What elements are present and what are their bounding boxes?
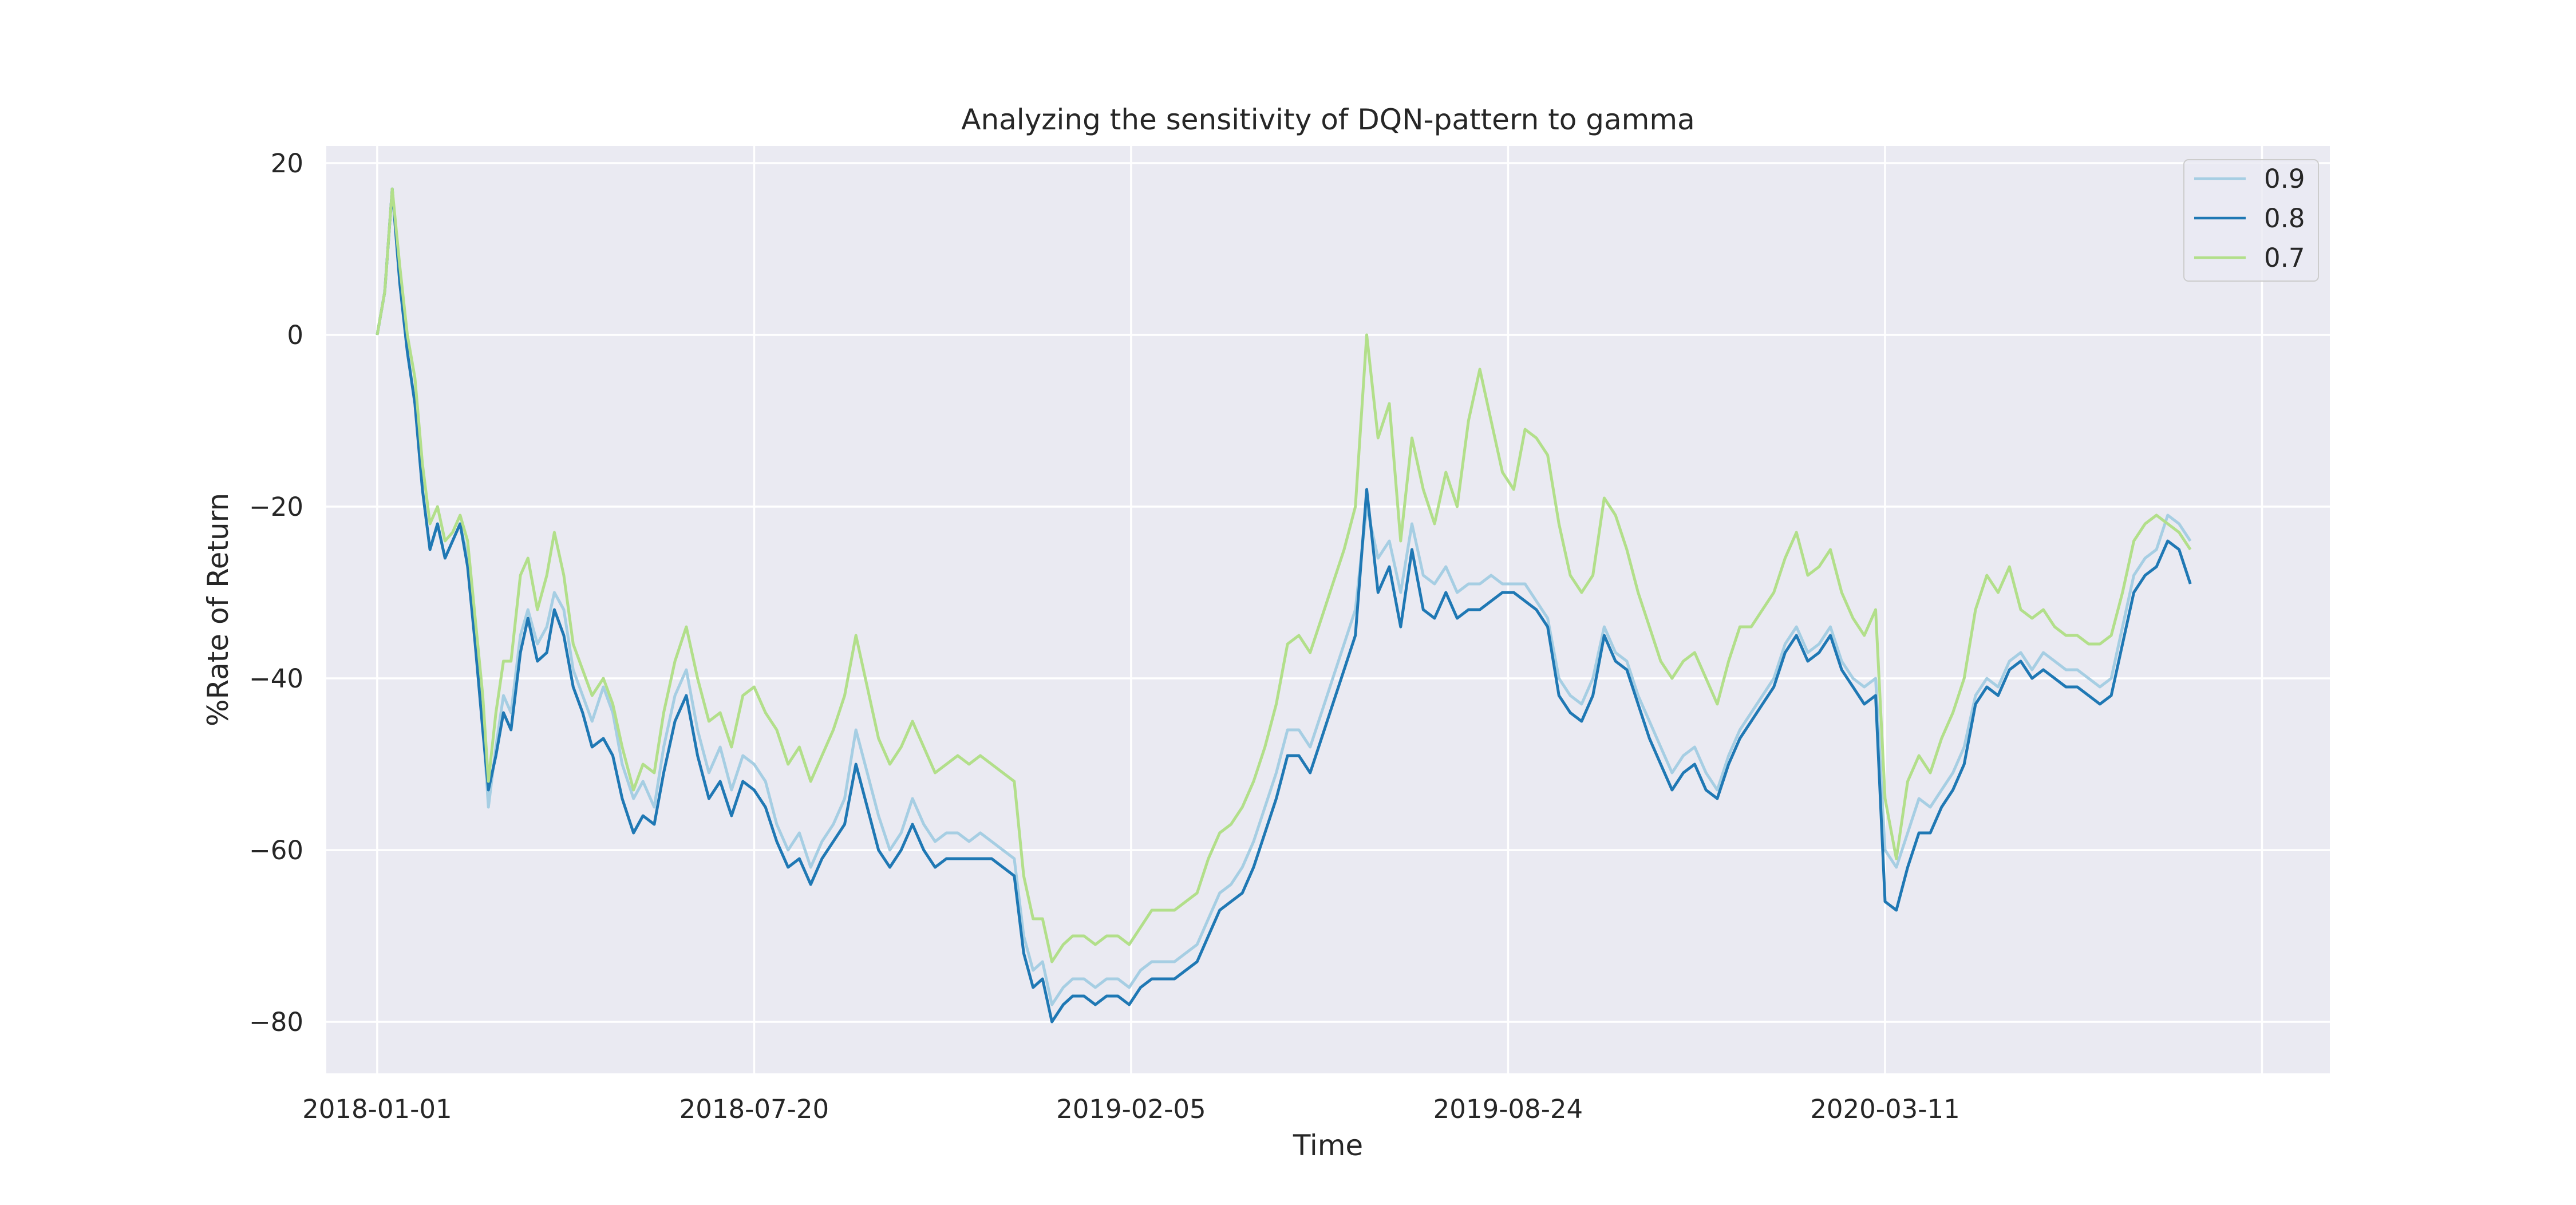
y-axis-label: %Rate of Return <box>202 493 235 726</box>
series-line-0.7 <box>376 187 2192 963</box>
x-tick-label: 2019-02-05 <box>1056 1094 1206 1124</box>
tick-labels: 20 0 −20 −40 −60 −80 2018-01-01 2018-07-20 2019-… <box>249 148 1960 1124</box>
x-axis-label: Time <box>1293 1129 1363 1162</box>
legend-box <box>2183 159 2319 282</box>
x-tick-label: 2019-08-24 <box>1433 1094 1583 1124</box>
legend: 0.9 0.8 0.7 <box>2183 159 2319 282</box>
series-lines <box>376 187 2192 1024</box>
legend-label-0.8: 0.8 <box>2264 203 2305 234</box>
y-tick-label: −60 <box>249 835 303 866</box>
legend-label-0.9: 0.9 <box>2264 164 2305 194</box>
plot-area-background <box>326 146 2330 1073</box>
grid-lines <box>326 146 2330 1073</box>
y-tick-label: −40 <box>249 663 303 694</box>
legend-label-0.7: 0.7 <box>2264 243 2305 273</box>
y-tick-label: 0 <box>287 320 303 350</box>
x-tick-label: 2018-07-20 <box>679 1094 829 1124</box>
y-tick-label: −20 <box>249 492 303 522</box>
series-line-0.9 <box>376 187 2192 1006</box>
x-tick-label: 2020-03-11 <box>1810 1094 1960 1124</box>
y-tick-label: 20 <box>271 148 303 179</box>
series-line-0.8 <box>376 187 2192 1024</box>
y-tick-label: −80 <box>249 1007 303 1037</box>
chart-title: Analyzing the sensitivity of DQN-pattern… <box>961 103 1694 136</box>
x-tick-label: 2018-01-01 <box>302 1094 452 1124</box>
